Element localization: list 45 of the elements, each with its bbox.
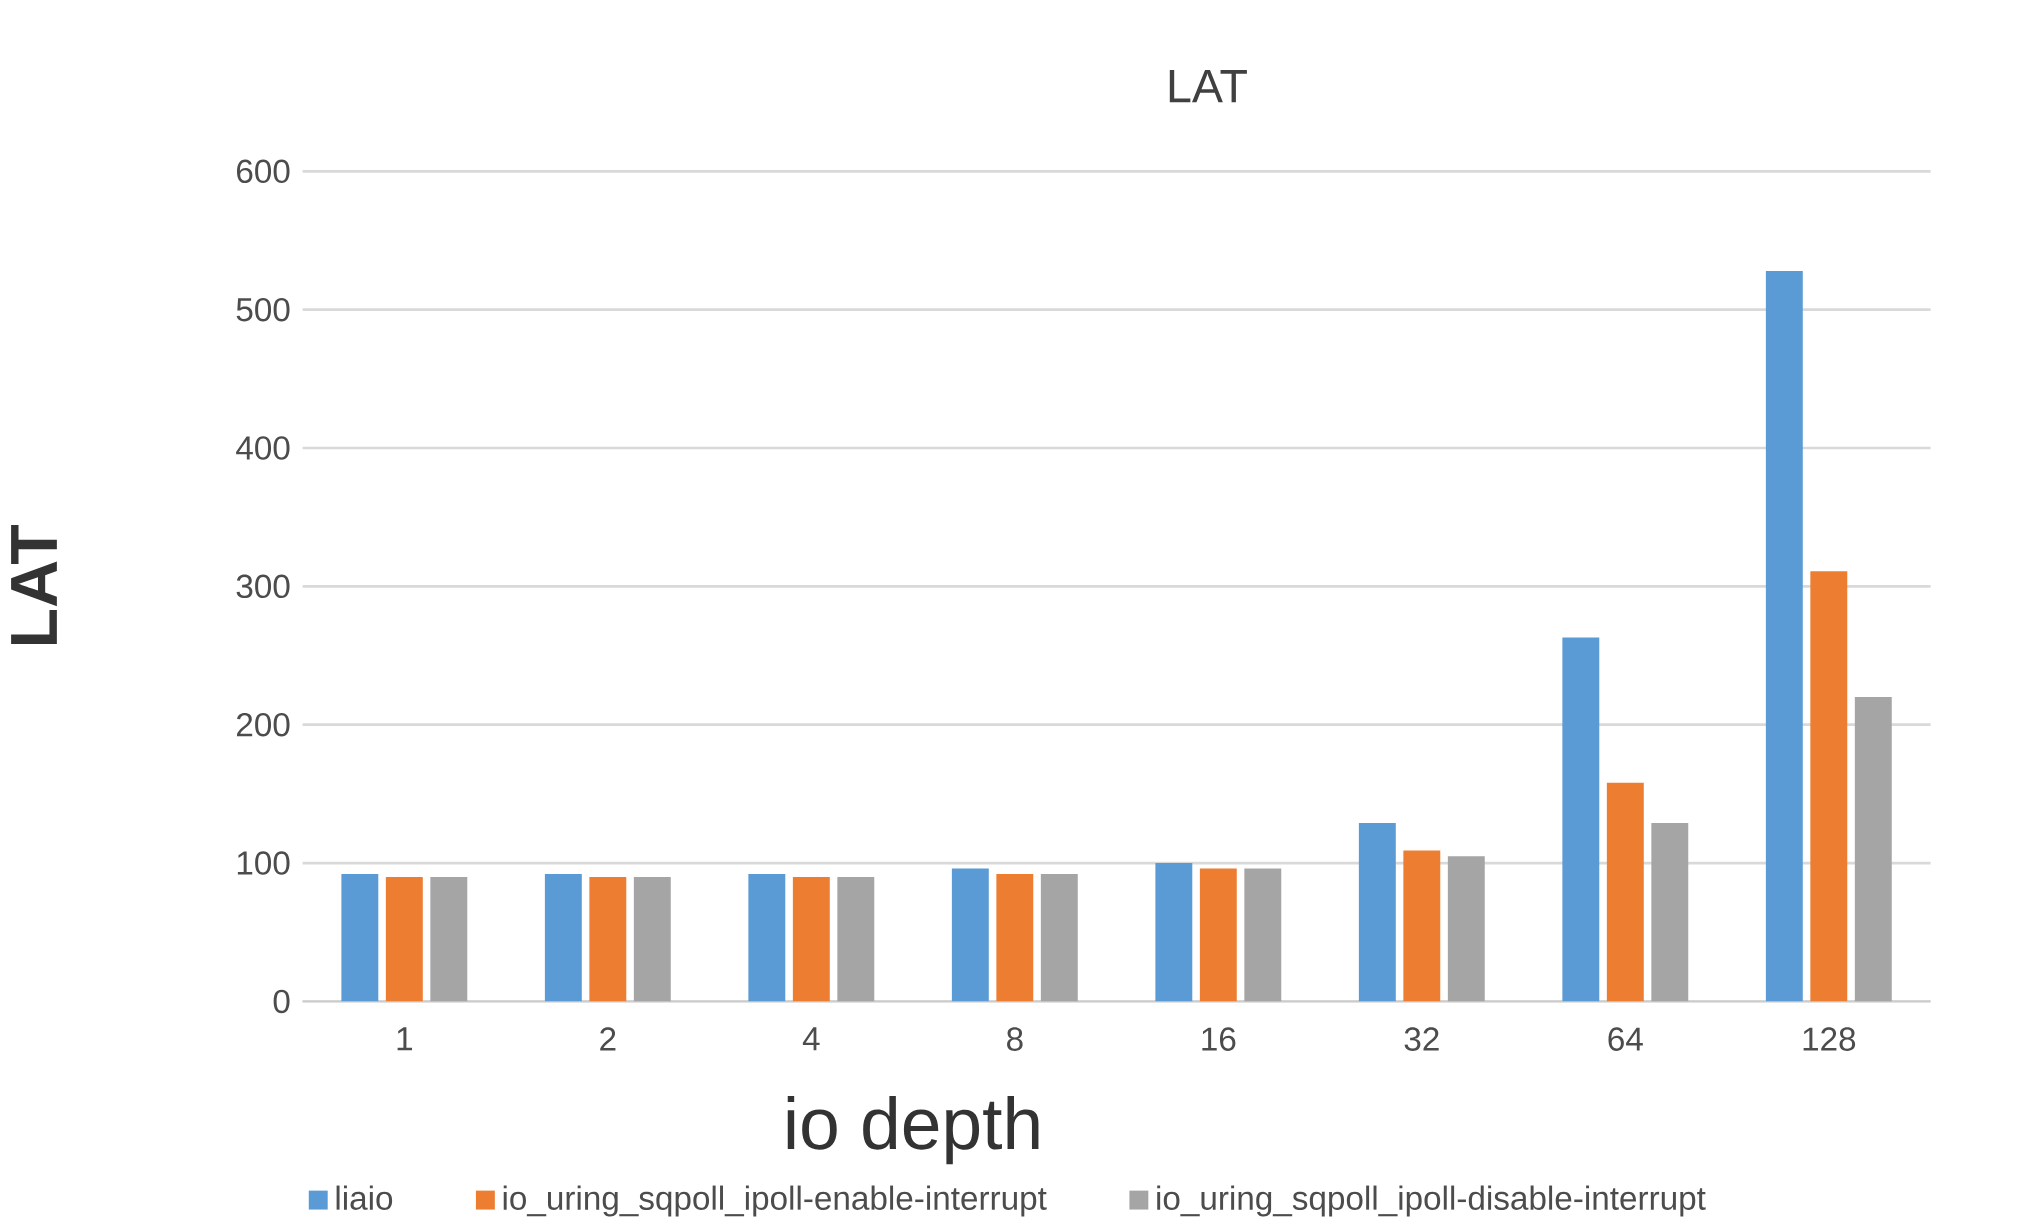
x-tick-label: 32 xyxy=(1404,1027,1439,1051)
x-tick-label: 64 xyxy=(1608,1027,1643,1051)
bar xyxy=(748,874,786,1002)
x-tick-label: 2 xyxy=(600,1027,616,1051)
bar xyxy=(1358,822,1396,1002)
bar xyxy=(951,868,989,1002)
bar xyxy=(1040,874,1078,1002)
legend-label: io_uring_sqpoll_ipoll-enable-interrupt xyxy=(503,1185,1047,1217)
chart-title: LAT xyxy=(1169,70,1247,103)
bar xyxy=(1606,782,1644,1002)
bar xyxy=(792,876,830,1002)
y-axis-title: LAT xyxy=(11,524,57,645)
bar xyxy=(1562,637,1600,1002)
bar xyxy=(1155,863,1193,1002)
legend-label: liaio xyxy=(336,1185,393,1210)
y-tick-label: 200 xyxy=(236,712,290,737)
bar xyxy=(633,876,671,1002)
bar xyxy=(1810,571,1848,1002)
x-axis-title: io depth xyxy=(787,1095,1039,1165)
bar xyxy=(1199,868,1237,1002)
y-tick-label: 400 xyxy=(236,436,290,460)
bar xyxy=(1447,856,1485,1002)
legend-label: io_uring_sqpoll_ipoll-disable-interrupt xyxy=(1157,1185,1706,1217)
bar xyxy=(837,876,875,1002)
y-tick-label: 100 xyxy=(237,851,290,875)
y-tick-label: 600 xyxy=(236,159,290,184)
x-tick-label: 16 xyxy=(1202,1027,1236,1051)
bar xyxy=(996,874,1034,1002)
bar xyxy=(1403,850,1441,1002)
y-tick-label: 0 xyxy=(273,989,290,1014)
y-tick-label: 500 xyxy=(236,297,290,322)
bar xyxy=(430,876,468,1002)
x-tick-label: 8 xyxy=(1007,1027,1023,1051)
x-tick-label: 1 xyxy=(397,1027,412,1051)
bar xyxy=(1854,697,1892,1002)
x-tick-label: 4 xyxy=(802,1027,820,1051)
bar xyxy=(589,876,627,1002)
bar xyxy=(544,874,582,1002)
bar xyxy=(341,874,379,1002)
bar xyxy=(385,876,423,1002)
y-tick-label: 300 xyxy=(236,574,290,599)
bar xyxy=(1244,868,1282,1002)
bar xyxy=(1765,270,1803,1002)
bar xyxy=(1651,822,1689,1002)
x-tick-label: 128 xyxy=(1803,1027,1856,1051)
